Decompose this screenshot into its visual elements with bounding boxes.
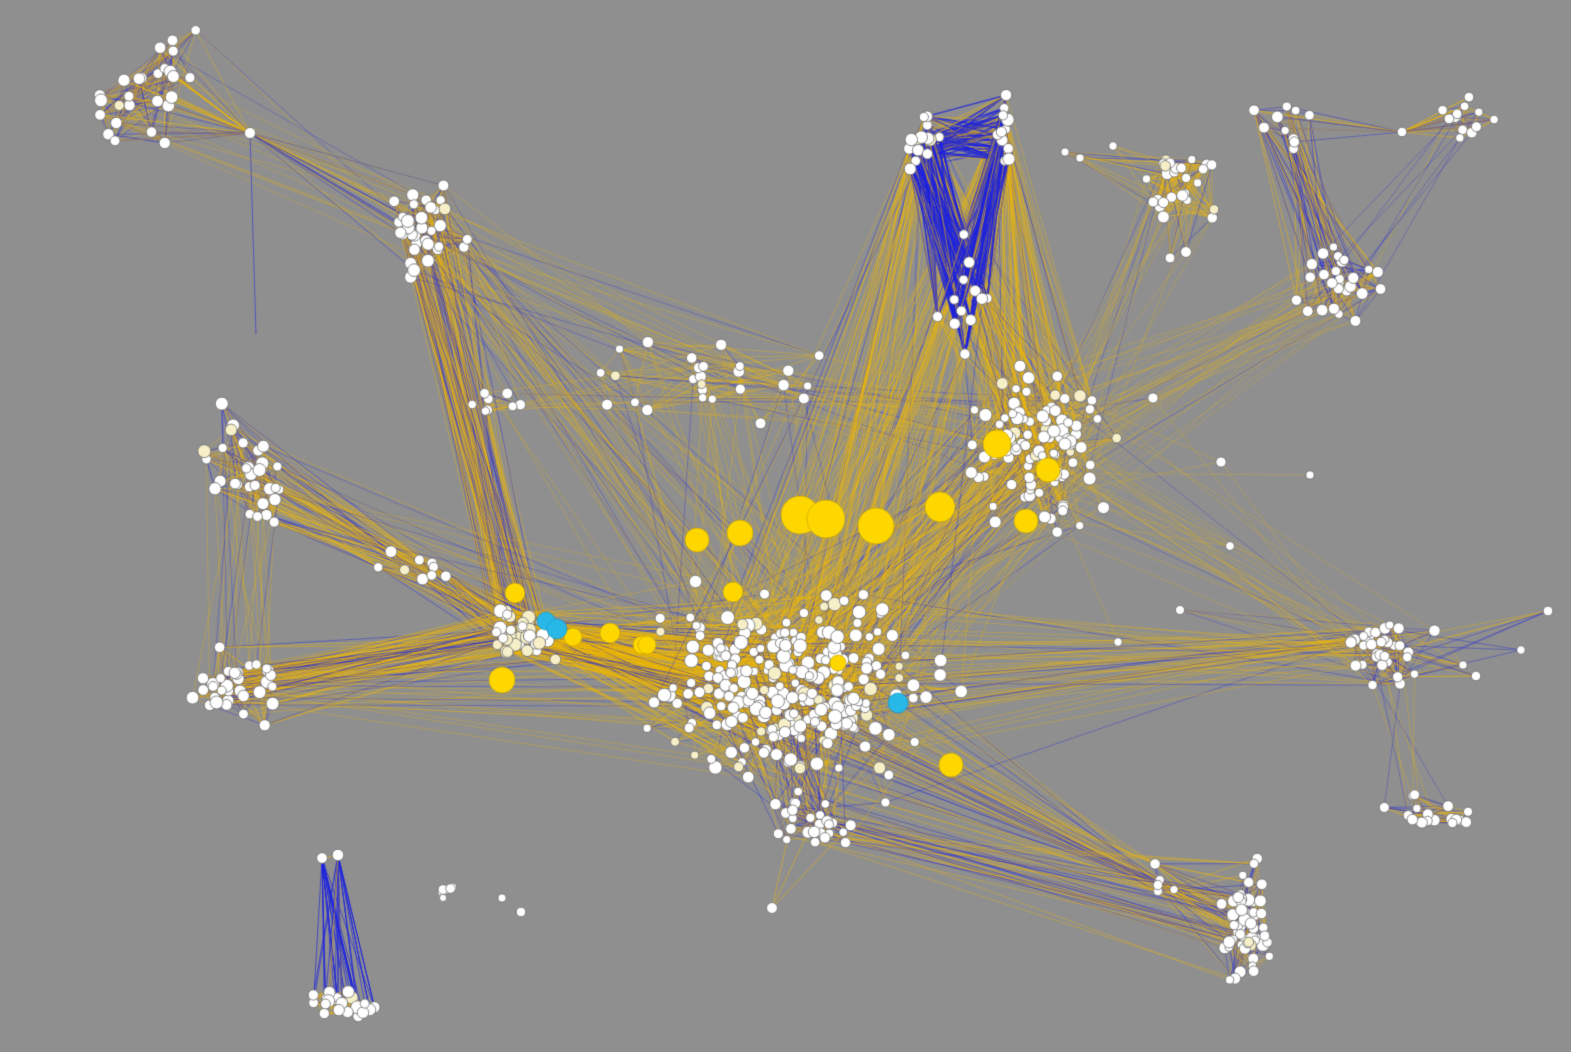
network-visualization — [0, 0, 1571, 1052]
network-graph — [0, 0, 1571, 1052]
